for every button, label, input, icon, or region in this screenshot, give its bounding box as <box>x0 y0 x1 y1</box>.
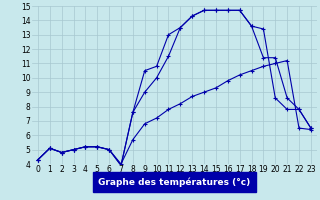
X-axis label: Graphe des températures (°c): Graphe des températures (°c) <box>98 177 251 187</box>
